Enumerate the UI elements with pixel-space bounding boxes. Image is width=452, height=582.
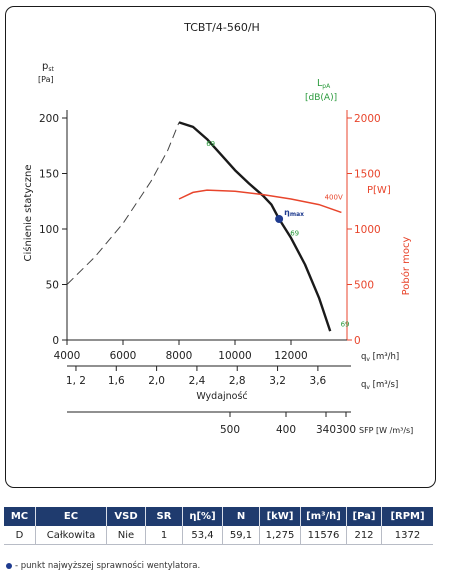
eta-max-label: ηmax xyxy=(284,208,304,218)
footnote: - punkt najwyższej sprawności wentylator… xyxy=(6,561,200,571)
fan-curve-chart: TCBT/4-560/H pst [Pa] Ciśnienie statyczn… xyxy=(22,21,413,436)
lpa-label: LpA xyxy=(317,78,331,90)
chart-title: TCBT/4-560/H xyxy=(183,21,260,34)
chart-panel: TCBT/4-560/H pst [Pa] Ciśnienie statyczn… xyxy=(5,6,436,488)
cell-eta: 53,4 xyxy=(182,526,223,545)
specs-data-row: D Całkowita Nie 1 53,4 59,1 1,275 11576 … xyxy=(4,526,433,545)
header-vsd: VSD xyxy=(106,507,146,526)
left-tick-label: 150 xyxy=(39,169,59,181)
cell-sr: 1 xyxy=(145,526,183,545)
right-tick-label: 500 xyxy=(354,280,374,292)
right-tick-label: 1500 xyxy=(354,169,381,181)
specs-table: MC EC VSD SR η[%] N [kW] [m³/h] [Pa] [RP… xyxy=(4,507,433,545)
x-axis-unit-m3h: qv [m³/h] xyxy=(361,352,399,363)
x2-tick-label: 2,8 xyxy=(229,375,246,387)
right-axis-label: Pobór mocy xyxy=(400,237,412,296)
cell-vsd: Nie xyxy=(106,526,146,545)
x-axis-unit-m3s: qv [m³/s] xyxy=(361,380,398,391)
x2-tick-label: 1,6 xyxy=(108,375,125,387)
x2-tick-label: 3,2 xyxy=(269,375,286,387)
header-rpm: [RPM] xyxy=(381,507,433,526)
sfp-tick-label: 400 xyxy=(276,424,296,436)
header-sr: SR xyxy=(145,507,183,526)
left-axis-label: Ciśnienie statyczne xyxy=(22,164,34,261)
x-tick-label: 8000 xyxy=(166,350,193,362)
pressure-db-label: 69 xyxy=(341,321,350,329)
right-tick-label: 0 xyxy=(354,335,361,347)
specs-header-row: MC EC VSD SR η[%] N [kW] [m³/h] [Pa] [RP… xyxy=(4,507,433,526)
right-tick-label: 2000 xyxy=(354,113,381,125)
cell-ec: Całkowita xyxy=(35,526,107,545)
sfp-tick-label: 500 xyxy=(220,424,240,436)
x-tick-label: 6000 xyxy=(110,350,137,362)
eta-max-point xyxy=(275,215,284,224)
left-tick-label: 50 xyxy=(46,280,59,292)
header-kw: [kW] xyxy=(259,507,301,526)
x2-tick-label: 2,0 xyxy=(148,375,165,387)
x-tick-label: 4000 xyxy=(54,350,81,362)
footnote-text: - punkt najwyższej sprawności wentylator… xyxy=(15,561,201,571)
sfp-tick-label: 340 xyxy=(316,424,336,436)
header-eta: η[%] xyxy=(182,507,223,526)
pressure-db-label: 69 xyxy=(290,230,299,238)
x2-tick-label: 1, 2 xyxy=(66,375,86,387)
left-tick-label: 0 xyxy=(52,335,59,347)
left-axis-unit: pst xyxy=(42,61,54,73)
header-m3h: [m³/h] xyxy=(300,507,347,526)
pressure-curve xyxy=(178,121,332,332)
cell-pa: 212 xyxy=(346,526,382,545)
x-tick-label: 12000 xyxy=(274,350,307,362)
x2-tick-label: 2,4 xyxy=(189,375,206,387)
power-voltage-label: 400V xyxy=(325,194,343,202)
cell-mc: D xyxy=(4,526,36,545)
pressure-db-label: 69 xyxy=(206,140,215,148)
header-mc: MC xyxy=(4,507,36,526)
sfp-axis-label: SFP [W /m³/s] xyxy=(359,426,413,435)
x2-tick-label: 3,6 xyxy=(310,375,327,387)
left-tick-label: 100 xyxy=(39,224,59,236)
x-tick-label: 10000 xyxy=(218,350,251,362)
cell-m3h: 11576 xyxy=(300,526,347,545)
header-ec: EC xyxy=(35,507,107,526)
left-axis-unit-bracket: [Pa] xyxy=(38,75,54,84)
sfp-tick-label: 300 xyxy=(336,424,356,436)
lpa-unit: [dB(A)] xyxy=(305,93,337,103)
cell-kw: 1,275 xyxy=(259,526,301,545)
right-tick-label: 1000 xyxy=(354,224,381,236)
power-curve xyxy=(178,189,342,214)
header-pa: [Pa] xyxy=(346,507,382,526)
header-n: N xyxy=(222,507,260,526)
cell-rpm: 1372 xyxy=(381,526,433,545)
stall-curve xyxy=(66,122,180,285)
eta-point-icon xyxy=(6,562,12,569)
cell-n: 59,1 xyxy=(222,526,260,545)
x-axis-label: Wydajność xyxy=(196,391,247,402)
right-axis-unit: P[W] xyxy=(367,185,391,196)
left-tick-label: 200 xyxy=(39,113,59,125)
